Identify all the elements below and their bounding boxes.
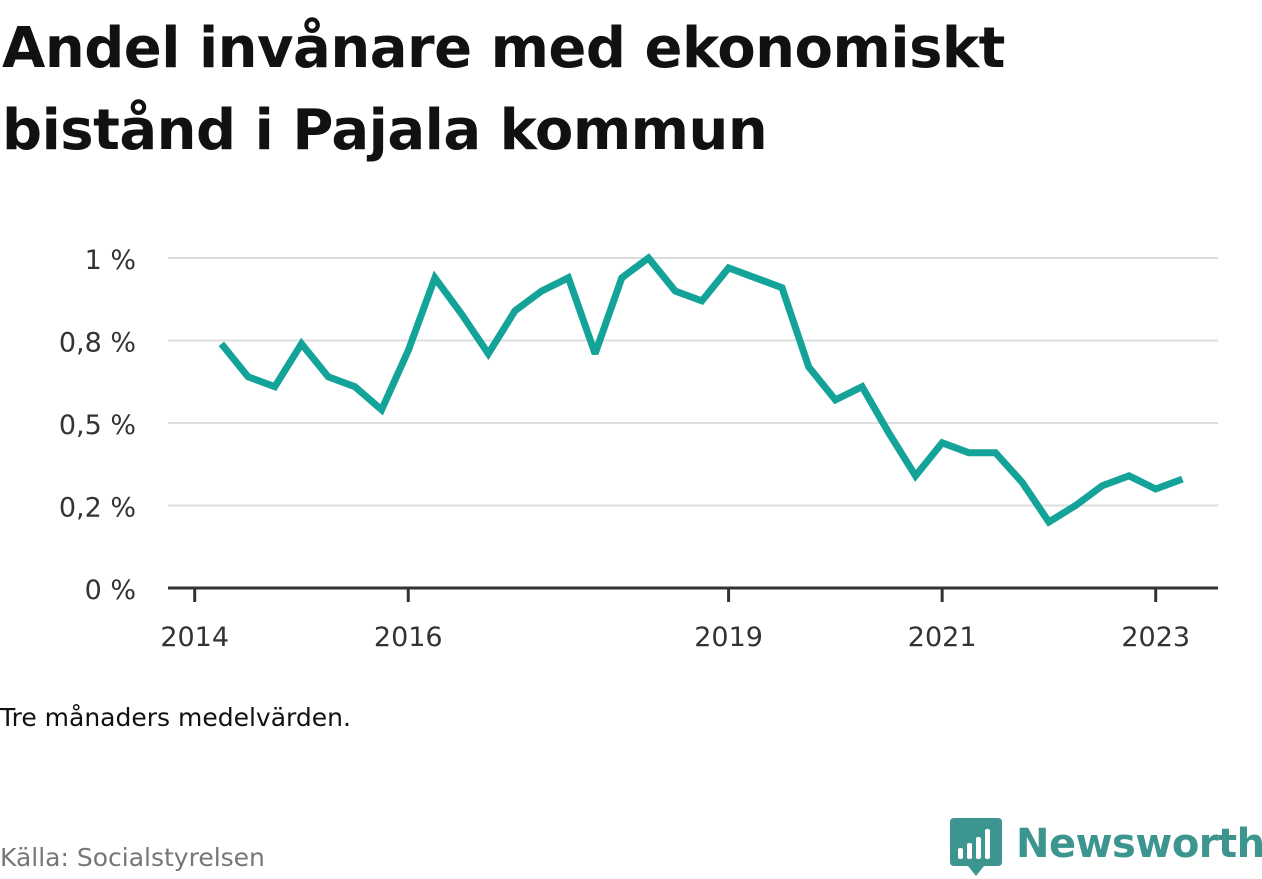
- series-line: [218, 253, 1184, 527]
- x-axis-labels: 2014 2016 2019 2021 2023: [160, 622, 1190, 653]
- y-tick-label: 0,8 %: [59, 328, 136, 359]
- gridlines: [168, 257, 1218, 507]
- x-tick-label: 2014: [160, 622, 229, 653]
- y-tick-label: 0,5 %: [59, 410, 136, 441]
- source-credit: Källa: Socialstyrelsen: [0, 843, 265, 872]
- x-tick-label: 2021: [908, 622, 977, 653]
- brand-logo: Newsworthy: [950, 818, 1262, 878]
- brand-name: Newsworthy: [1016, 821, 1262, 867]
- x-tick-label: 2016: [374, 622, 443, 653]
- chart-title: Andel invånare med ekonomiskt bistånd i …: [2, 16, 1005, 163]
- y-tick-label: 0 %: [85, 575, 136, 606]
- x-tick-label: 2019: [694, 622, 763, 653]
- series-layer: [218, 253, 1184, 527]
- y-tick-label: 1 %: [85, 245, 136, 276]
- y-tick-label: 0,2 %: [59, 493, 136, 524]
- x-axis: [168, 586, 1218, 602]
- y-axis-labels: 0 % 0,2 % 0,5 % 0,8 % 1 %: [59, 245, 136, 606]
- line-chart: 0 %0,2 %0,5 %0,8 %1 % 2014 2016 2019 2021 20…: [59, 245, 1218, 653]
- bar-chart-bubble-icon: [950, 818, 1002, 876]
- chart-note: Tre månaders medelvärden.: [0, 703, 351, 732]
- x-tick-label: 2023: [1121, 622, 1190, 653]
